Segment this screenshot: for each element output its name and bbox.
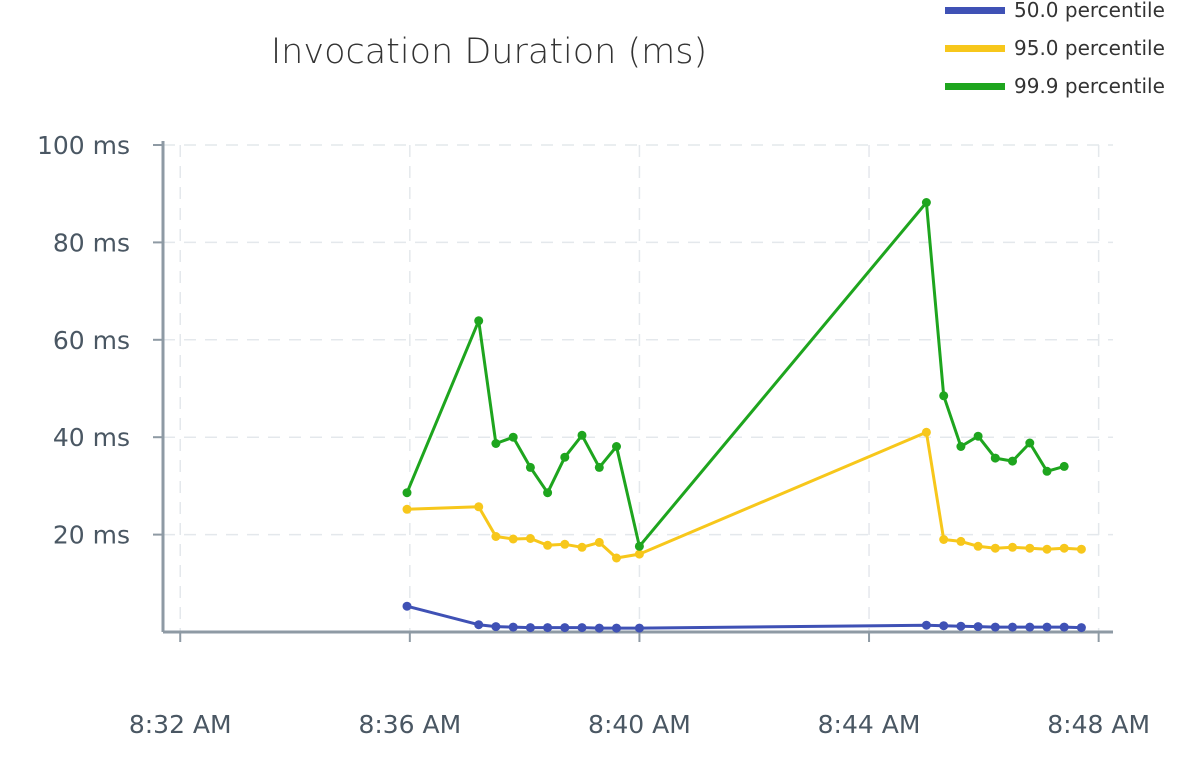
- series-2-point[interactable]: [1076, 544, 1086, 554]
- series-2-point[interactable]: [543, 540, 553, 550]
- series-2-point[interactable]: [1059, 543, 1069, 553]
- series-1-point[interactable]: [577, 623, 587, 633]
- series-3-point[interactable]: [1008, 456, 1017, 466]
- x-tick-label: 8:44 AM: [818, 710, 921, 739]
- series-1-point[interactable]: [973, 622, 983, 632]
- series-2-point[interactable]: [956, 536, 966, 546]
- series-3-point[interactable]: [402, 488, 412, 498]
- series-1-point[interactable]: [1059, 622, 1069, 632]
- series-1-point[interactable]: [560, 623, 570, 633]
- series-2-point[interactable]: [921, 427, 931, 437]
- series-2-point[interactable]: [1008, 542, 1017, 552]
- series-3-point[interactable]: [525, 462, 535, 472]
- series-3-point[interactable]: [560, 452, 570, 462]
- x-tick-label: 8:40 AM: [588, 710, 691, 739]
- series-2-point[interactable]: [491, 532, 501, 541]
- series-2-point[interactable]: [560, 539, 570, 549]
- series-2-point[interactable]: [402, 504, 412, 514]
- series-1-point[interactable]: [1042, 622, 1052, 632]
- series-1-point[interactable]: [956, 621, 966, 631]
- series-2-point[interactable]: [634, 549, 644, 559]
- series-3-point[interactable]: [921, 198, 931, 207]
- series-1-point[interactable]: [474, 620, 484, 630]
- axes: 8:32 AM 8:36 AM 8:40 AM 8:44 AM 8:48 AM 20 ms…: [37, 131, 1150, 739]
- series-2-point[interactable]: [508, 534, 518, 544]
- series-2-point[interactable]: [939, 535, 949, 544]
- series-1-point[interactable]: [594, 623, 604, 633]
- legend-swatch-1[interactable]: [945, 7, 1005, 14]
- y-tick-label: 60 ms: [53, 326, 130, 355]
- series-2-point[interactable]: [525, 534, 535, 543]
- series-1-point[interactable]: [612, 623, 621, 633]
- x-tick-label: 8:36 AM: [358, 710, 461, 739]
- series-3-point[interactable]: [990, 453, 1000, 463]
- series-3-point[interactable]: [634, 541, 644, 551]
- series-2-point[interactable]: [1042, 544, 1052, 554]
- series-3-point[interactable]: [973, 431, 983, 441]
- x-tick-label: 8:32 AM: [129, 710, 232, 739]
- series-3-point[interactable]: [1042, 466, 1052, 476]
- series-3-point[interactable]: [474, 316, 484, 326]
- y-tick-label: 40 ms: [53, 423, 130, 452]
- chart-title: Invocation Duration (ms): [271, 32, 707, 72]
- y-tick-label: 20 ms: [53, 521, 130, 550]
- series-1-point[interactable]: [525, 623, 535, 633]
- series-1-point[interactable]: [508, 622, 518, 632]
- series-2-point[interactable]: [594, 537, 604, 547]
- series-line-3: [405, 201, 1065, 548]
- series-1-point[interactable]: [402, 601, 412, 611]
- series-3-point[interactable]: [956, 442, 966, 451]
- series-1-point[interactable]: [990, 622, 1000, 632]
- series-2-point[interactable]: [1025, 543, 1035, 553]
- series-group: [402, 198, 1086, 633]
- grid: [163, 144, 1113, 632]
- legend-label-1[interactable]: 50.0 percentile: [1014, 0, 1165, 22]
- y-tick-label: 80 ms: [53, 228, 130, 257]
- series-1-point[interactable]: [543, 623, 553, 633]
- series-3-point[interactable]: [1025, 438, 1035, 448]
- series-2-point[interactable]: [474, 502, 484, 512]
- legend-swatch-2[interactable]: [945, 45, 1005, 52]
- legend-swatch-3[interactable]: [945, 83, 1005, 90]
- series-2-point[interactable]: [612, 553, 621, 563]
- series-3-point[interactable]: [577, 430, 587, 440]
- series-3-point[interactable]: [543, 488, 553, 498]
- legend-label-3[interactable]: 99.9 percentile: [1014, 74, 1165, 98]
- x-tick-label: 8:48 AM: [1047, 710, 1150, 739]
- series-1-point[interactable]: [634, 623, 644, 633]
- series-2-point[interactable]: [973, 541, 983, 551]
- series-1-point[interactable]: [1025, 622, 1035, 632]
- series-1-point[interactable]: [491, 622, 501, 632]
- series-line-2: [406, 430, 1082, 560]
- series-3-point[interactable]: [594, 462, 604, 472]
- series-3-point[interactable]: [939, 391, 949, 401]
- series-1-point[interactable]: [1076, 623, 1086, 633]
- y-tick-label: 100 ms: [37, 131, 130, 160]
- legend[interactable]: 50.0 percentile 95.0 percentile 99.9 perce…: [945, 0, 1165, 98]
- series-1-point[interactable]: [921, 620, 931, 630]
- series-3-point[interactable]: [491, 439, 501, 448]
- series-2-point[interactable]: [577, 542, 587, 552]
- series-3-point[interactable]: [508, 432, 518, 442]
- series-1-point[interactable]: [939, 621, 949, 631]
- series-1-point[interactable]: [1008, 622, 1017, 632]
- series-3-point[interactable]: [612, 442, 621, 451]
- series-2-point[interactable]: [990, 543, 1000, 553]
- series-3-point[interactable]: [1059, 461, 1069, 471]
- legend-label-2[interactable]: 95.0 percentile: [1014, 36, 1165, 60]
